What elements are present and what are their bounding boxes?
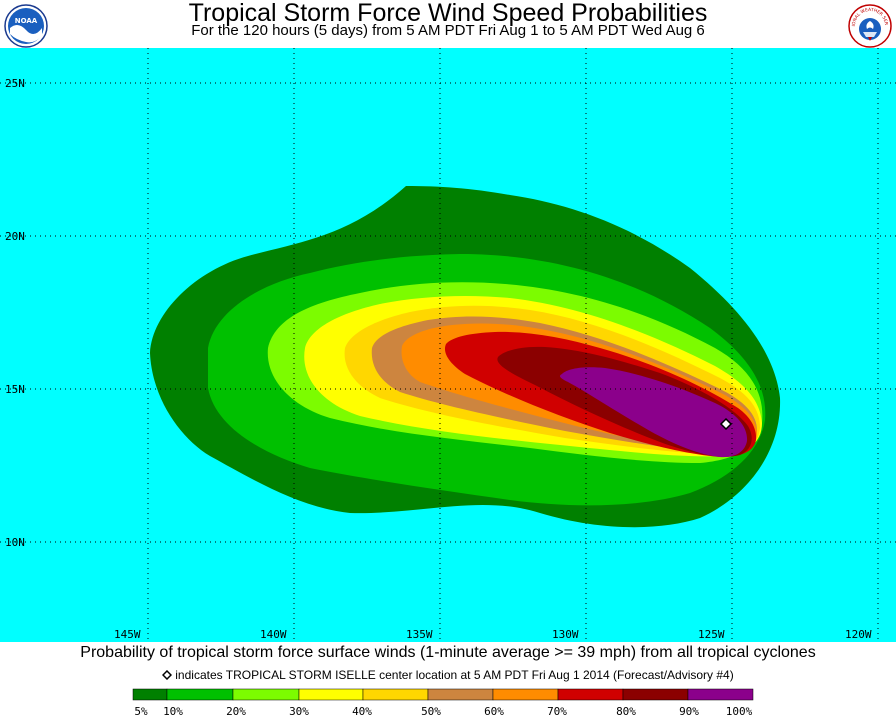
- longitude-labels: 145W 140W 135W 130W 125W 120W: [114, 628, 872, 641]
- lat-label-25n: 25N: [5, 77, 25, 90]
- latitude-labels: 25N 20N 15N 10N: [5, 77, 25, 549]
- lon-label-140w: 140W: [260, 628, 287, 641]
- legend-label-80: 80%: [616, 705, 636, 716]
- lon-label-130w: 130W: [552, 628, 579, 641]
- marker-note: indicates TROPICAL STORM ISELLE center l…: [0, 667, 896, 683]
- lat-label-20n: 20N: [5, 230, 25, 243]
- legend-swatch-10-20: [166, 688, 234, 701]
- diamond-icon: [162, 669, 173, 681]
- header: NOAA Tropical Storm Force Wind Speed Pro…: [0, 0, 896, 48]
- legend-label-5: 5%: [134, 705, 148, 716]
- marker-note-text: indicates TROPICAL STORM ISELLE center l…: [175, 668, 734, 682]
- legend-swatch-50-60: [427, 688, 494, 701]
- legend-label-100: 100%: [726, 705, 753, 716]
- lon-label-135w: 135W: [406, 628, 433, 641]
- legend-swatch-30-40: [298, 688, 364, 701]
- page-subtitle: For the 120 hours (5 days) from 5 AM PDT…: [191, 22, 705, 39]
- storm-center-diamond-icon: [719, 417, 733, 431]
- lat-label-15n: 15N: [5, 383, 25, 396]
- legend-label-40: 40%: [352, 705, 372, 716]
- legend-swatch-70-80: [557, 688, 624, 701]
- legend-swatch-80-90: [622, 688, 689, 701]
- probability-map: 25N 20N 15N 10N 145W 140W 135W 130W 125W…: [0, 48, 896, 642]
- legend-swatches: [132, 688, 754, 701]
- svg-text:NOAA: NOAA: [15, 17, 38, 25]
- contour-90-percent: [560, 367, 748, 458]
- national-weather-service-logo-icon: NATIONAL WEATHER SERVICE: [848, 4, 892, 48]
- lat-label-10n: 10N: [5, 536, 25, 549]
- map-grid: [0, 48, 896, 642]
- map-description: Probability of tropical storm force surf…: [80, 644, 816, 661]
- legend-swatch-5-10: [132, 688, 168, 701]
- probability-legend: 5% 10% 20% 30% 40% 50% 60% 70% 80% 90% 1…: [132, 688, 754, 716]
- probability-contours: [150, 186, 781, 528]
- legend-swatch-90-100: [687, 688, 754, 701]
- page-title: Tropical Storm Force Wind Speed Probabil…: [188, 0, 708, 27]
- legend-label-50: 50%: [421, 705, 441, 716]
- legend-label-90: 90%: [679, 705, 699, 716]
- legend-label-70: 70%: [547, 705, 567, 716]
- legend-label-30: 30%: [289, 705, 309, 716]
- lon-label-120w: 120W: [845, 628, 872, 641]
- legend-swatch-60-70: [492, 688, 559, 701]
- legend-label-20: 20%: [226, 705, 246, 716]
- legend-label-10: 10%: [163, 705, 183, 716]
- lon-label-145w: 145W: [114, 628, 141, 641]
- lon-label-125w: 125W: [698, 628, 725, 641]
- noaa-logo-icon: NOAA: [4, 4, 48, 48]
- legend-labels: 5% 10% 20% 30% 40% 50% 60% 70% 80% 90% 1…: [134, 705, 752, 716]
- legend-swatch-20-30: [232, 688, 300, 701]
- legend-label-60: 60%: [484, 705, 504, 716]
- legend-swatch-40-50: [362, 688, 429, 701]
